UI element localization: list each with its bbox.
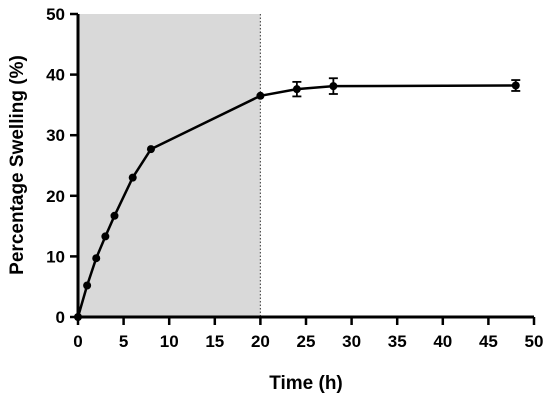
data-point: [329, 82, 338, 91]
data-point: [74, 313, 82, 321]
x-tick-label: 40: [433, 332, 452, 351]
data-point: [92, 254, 101, 263]
data-point: [256, 91, 265, 100]
x-tick-label: 20: [251, 332, 270, 351]
x-tick-label: 50: [525, 332, 544, 351]
y-tick-label: 30: [46, 126, 65, 145]
x-tick-label: 5: [119, 332, 128, 351]
y-tick-label: 0: [56, 308, 65, 327]
data-point: [83, 281, 92, 290]
data-point: [101, 232, 110, 241]
data-point: [128, 173, 137, 182]
y-tick-label: 50: [46, 5, 65, 24]
x-tick-label: 0: [73, 332, 82, 351]
x-tick-label: 10: [160, 332, 179, 351]
data-point: [511, 81, 520, 90]
shaded-region: [78, 14, 261, 317]
series-layer: [74, 77, 521, 321]
x-tick-label: 35: [388, 332, 407, 351]
shaded-region-layer: [78, 14, 261, 317]
data-point: [146, 145, 155, 154]
y-tick-label: 20: [46, 187, 65, 206]
data-point: [292, 85, 301, 94]
x-tick-label: 15: [205, 332, 224, 351]
y-axis-title: Percentage Swelling (%): [7, 55, 28, 275]
y-tick-label: 40: [46, 66, 65, 85]
x-tick-label: 25: [297, 332, 316, 351]
x-axis-title: Time (h): [269, 373, 343, 394]
ticks: 0 5 10 15 20 25 30 35 40 45 50 0 10 20 30 40 50: [46, 5, 543, 351]
data-point: [110, 211, 119, 220]
y-tick-label: 10: [46, 247, 65, 266]
x-tick-label: 30: [342, 332, 361, 351]
x-tick-label: 45: [479, 332, 498, 351]
